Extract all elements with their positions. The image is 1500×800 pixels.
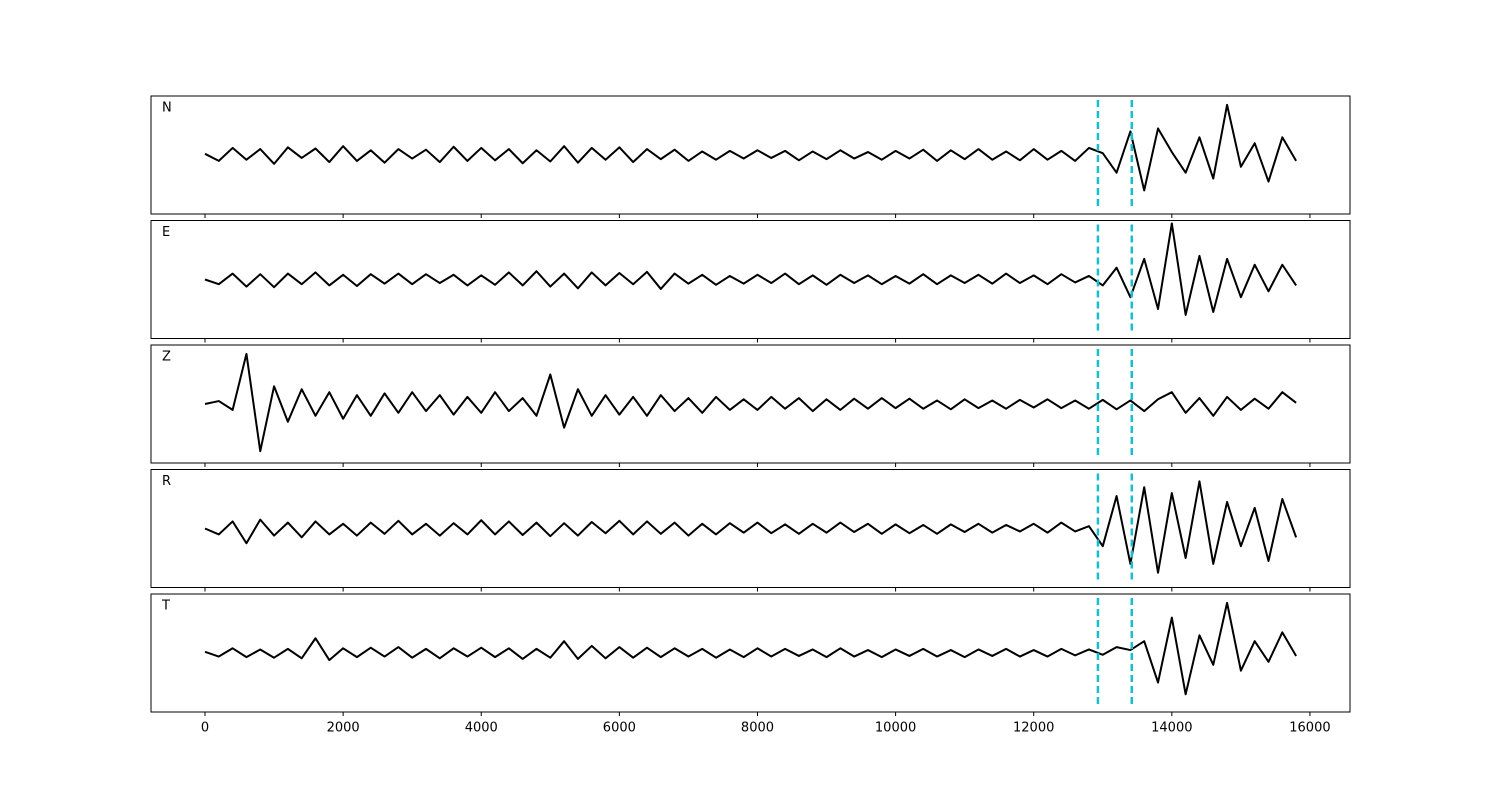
x-tick-label: 12000 — [1013, 721, 1054, 736]
x-tick-label: 0 — [201, 721, 209, 736]
panel-label: E — [162, 225, 170, 240]
panel-frame — [150, 469, 1351, 588]
panel-frame — [150, 344, 1351, 464]
x-tick-label: 8000 — [741, 721, 774, 736]
x-tick-label: 4000 — [465, 721, 498, 736]
x-tick-label: 2000 — [327, 721, 360, 736]
x-tick-label: 6000 — [603, 721, 636, 736]
x-tick-label: 14000 — [1151, 721, 1192, 736]
panel-frame — [150, 220, 1351, 339]
panel-frame — [150, 95, 1351, 215]
panel-label: R — [162, 474, 171, 489]
waveform — [204, 601, 1297, 696]
waveform — [204, 222, 1297, 316]
x-tick-label: 16000 — [1289, 721, 1330, 736]
panel-frame — [150, 593, 1351, 713]
waveform — [204, 480, 1298, 574]
panel-label: Z — [162, 350, 171, 365]
waveform — [204, 352, 1297, 453]
waveform — [204, 103, 1297, 192]
x-tick-label: 10000 — [875, 721, 916, 736]
panel-label: T — [161, 599, 170, 614]
panel-label: N — [162, 101, 172, 116]
